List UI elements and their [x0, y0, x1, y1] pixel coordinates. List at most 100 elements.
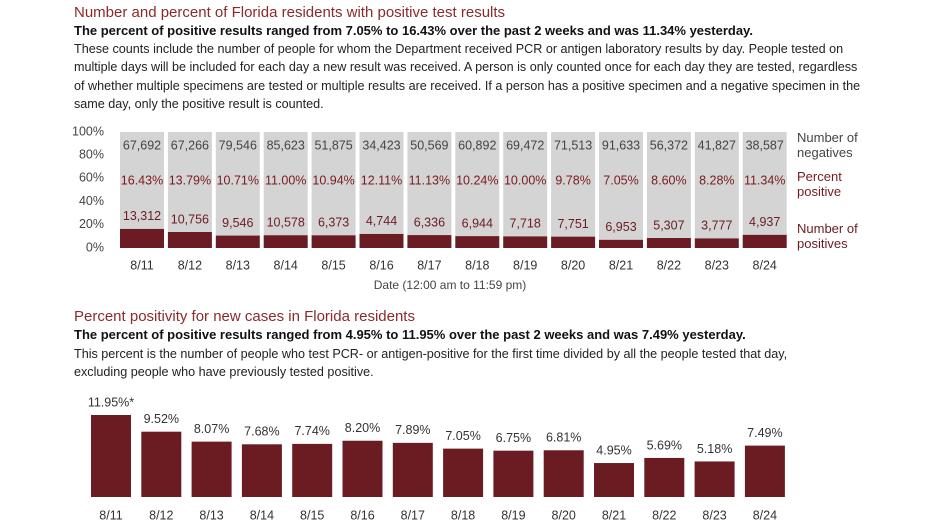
bar: [443, 448, 484, 497]
data-label: 41,827: [698, 138, 736, 152]
x-tick-label: 8/15: [300, 508, 324, 522]
data-label: 7.05%: [445, 429, 480, 443]
data-label: 85,623: [267, 138, 305, 152]
bar-segment: [551, 132, 596, 237]
data-label: 11.95%*: [88, 395, 134, 409]
legend-entry: Percent positive: [797, 169, 842, 199]
data-label: 67,266: [171, 138, 209, 152]
data-label: 7,718: [510, 217, 541, 231]
data-label: 10.00%: [504, 173, 546, 187]
x-tick-label: 8/17: [417, 258, 441, 272]
data-label: 4,744: [366, 214, 397, 228]
bar-segment: [167, 132, 212, 233]
legend-entry: Number of negatives: [797, 130, 858, 160]
bar: [91, 415, 131, 497]
x-tick-label: 8/16: [350, 508, 374, 522]
bar-segment: [503, 132, 548, 237]
data-label: 6.75%: [496, 431, 531, 445]
data-label: 13,312: [123, 209, 161, 223]
bar-segment: [407, 235, 452, 248]
data-label: 50,569: [410, 138, 448, 152]
bar: [191, 441, 232, 497]
chart-description: These counts include the number of peopl…: [74, 42, 861, 111]
bar-segment: [503, 236, 548, 248]
x-tick-label: 8/12: [149, 508, 173, 522]
y-tick-label: 40%: [79, 194, 104, 208]
data-label: 5.18%: [697, 442, 732, 456]
bar-segment: [359, 132, 404, 234]
x-tick-label: 8/14: [250, 508, 274, 522]
bar-segment: [120, 132, 164, 229]
data-label: 7.05%: [603, 173, 638, 187]
data-label: 11.00%: [265, 173, 306, 187]
bar-segment: [646, 238, 691, 248]
x-tick-label: 8/14: [274, 258, 298, 272]
data-label: 91,633: [602, 138, 640, 152]
legend-entry: Number of positives: [797, 221, 858, 251]
bar-segment: [215, 132, 260, 236]
x-tick-label: 8/21: [609, 258, 633, 272]
x-tick-label: 8/13: [226, 258, 250, 272]
bar: [493, 450, 534, 497]
bar-segment: [599, 132, 643, 240]
data-label: 6,373: [318, 216, 349, 230]
data-label: 6,953: [605, 220, 636, 234]
bar-segment: [167, 232, 212, 248]
chart-description: This percent is the number of people who…: [74, 347, 788, 380]
data-label: 5,307: [653, 218, 684, 232]
bar: [342, 440, 383, 497]
data-label: 10,578: [267, 216, 305, 230]
y-tick-label: 0%: [86, 240, 104, 254]
x-tick-label: 8/16: [369, 258, 393, 272]
data-label: 8.60%: [651, 173, 686, 187]
data-label: 11.13%: [409, 173, 450, 187]
data-label: 7.49%: [747, 426, 782, 440]
data-label: 69,472: [506, 138, 544, 152]
data-label: 60,892: [458, 138, 496, 152]
bar-segment: [359, 233, 404, 248]
bar-segment: [120, 228, 164, 248]
bar: [292, 443, 333, 497]
bar-segment: [646, 132, 691, 239]
data-label: 7.68%: [244, 425, 279, 439]
chart-title: Number and percent of Florida residents …: [74, 4, 506, 21]
bar-segment: [742, 234, 787, 248]
x-tick-label: 8/19: [501, 508, 525, 522]
data-label: 10.24%: [456, 173, 498, 187]
bar-segment: [311, 235, 356, 248]
data-label: 4.95%: [596, 443, 631, 457]
data-label: 6,944: [462, 216, 493, 230]
x-tick-label: 8/18: [465, 258, 489, 272]
data-label: 7.89%: [395, 423, 430, 437]
x-tick-label: 8/24: [753, 508, 777, 522]
bar-segment: [694, 238, 739, 248]
x-tick-label: 8/24: [753, 258, 777, 272]
data-label: 5.69%: [647, 438, 682, 452]
bar: [392, 442, 433, 497]
bar-segment: [311, 132, 356, 236]
chart-subtitle: The percent of positive results ranged f…: [74, 23, 753, 38]
chart-subtitle: The percent of positive results ranged f…: [74, 327, 746, 342]
bar-segment: [694, 132, 739, 239]
data-label: 71,513: [554, 138, 592, 152]
bar: [241, 444, 282, 497]
bar-segment: [742, 132, 787, 235]
data-label: 7.74%: [294, 424, 329, 438]
chart-title: Percent positivity for new cases in Flor…: [74, 308, 415, 325]
x-tick-label: 8/23: [702, 508, 726, 522]
bar-segment: [407, 132, 452, 236]
y-tick-label: 100%: [72, 124, 104, 138]
data-label: 79,546: [219, 138, 257, 152]
bar: [644, 457, 685, 497]
data-label: 6.81%: [546, 431, 581, 445]
bar-segment: [455, 132, 500, 237]
data-label: 34,423: [362, 138, 400, 152]
bar-segment: [263, 132, 308, 236]
bar-segment: [599, 239, 643, 248]
data-label: 51,875: [314, 138, 352, 152]
x-tick-label: 8/20: [561, 258, 585, 272]
data-label: 8.07%: [194, 422, 229, 436]
x-tick-label: 8/12: [178, 258, 202, 272]
x-tick-label: 8/17: [401, 508, 425, 522]
